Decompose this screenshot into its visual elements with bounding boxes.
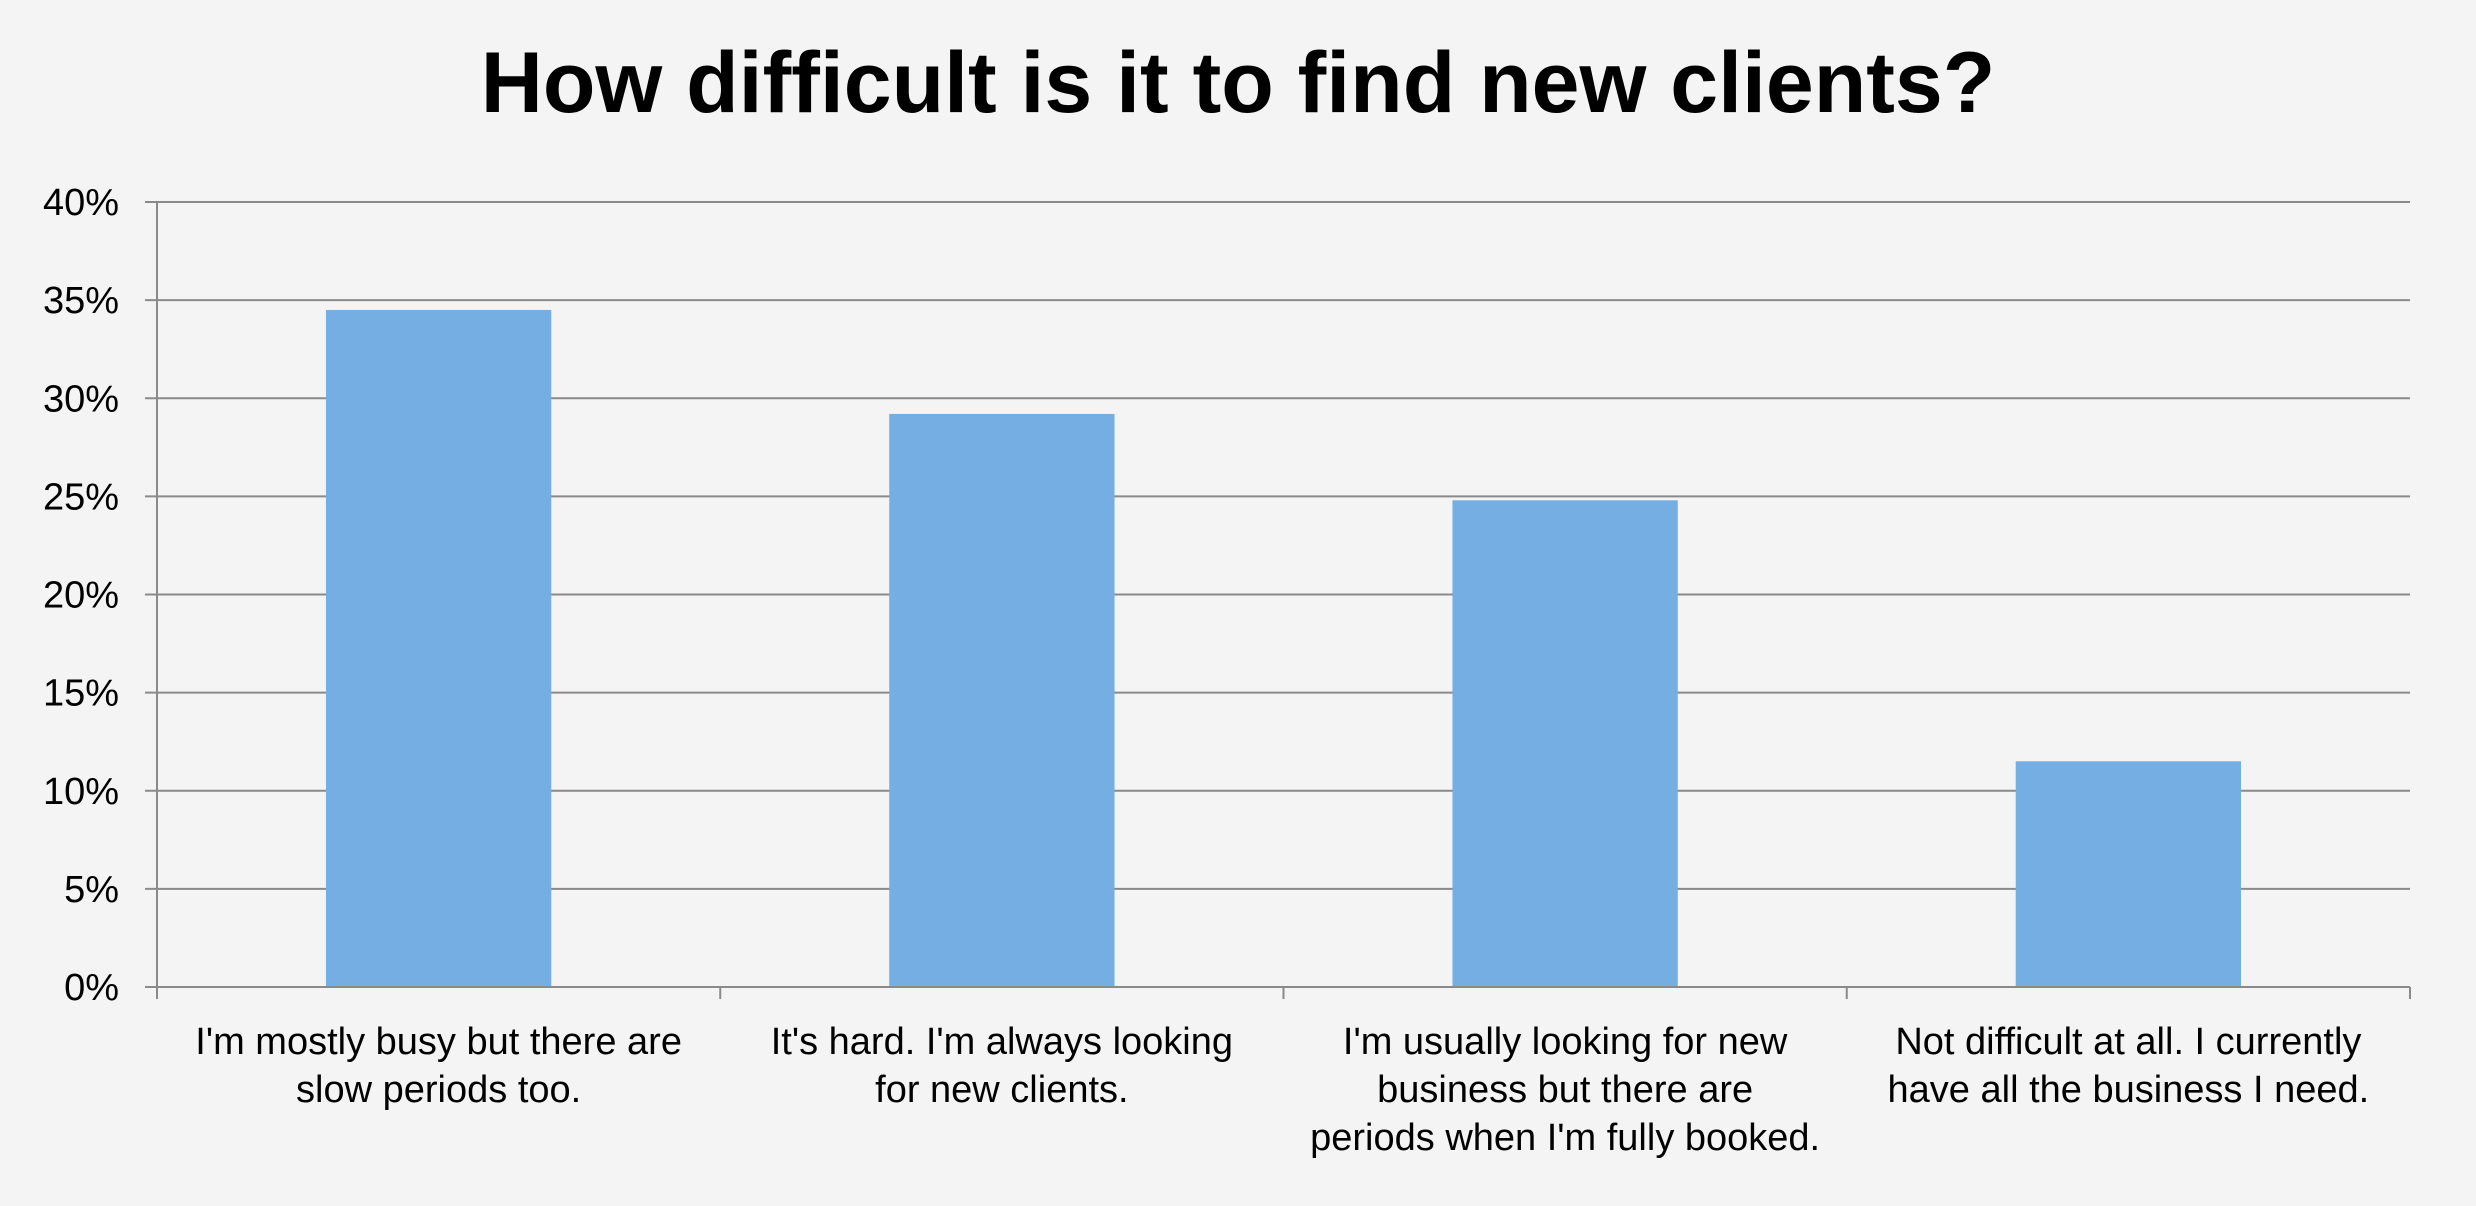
x-tick-label: I'm mostly busy but there are slow period… bbox=[195, 1021, 682, 1111]
axes bbox=[145, 201, 2411, 999]
bars bbox=[325, 309, 2242, 987]
x-tick-label-line: periods when I'm fully booked. bbox=[1310, 1117, 1820, 1159]
bar bbox=[2015, 761, 2242, 987]
y-tick-label: 30% bbox=[43, 378, 119, 420]
x-tick-label: I'm usually looking for new business but … bbox=[1310, 1021, 1820, 1159]
x-tick-label-line: I'm usually looking for new bbox=[1343, 1021, 1788, 1063]
y-tick-label: 0% bbox=[64, 967, 119, 1009]
y-tick-label: 5% bbox=[64, 869, 119, 911]
x-tick-label-line: business but there are bbox=[1377, 1069, 1753, 1111]
x-tick-label-line: have all the business I need. bbox=[1888, 1069, 2370, 1111]
bar bbox=[325, 309, 552, 987]
bar bbox=[1452, 500, 1678, 987]
y-tick-label: 20% bbox=[43, 575, 119, 617]
y-tick-label: 40% bbox=[43, 182, 119, 224]
y-tick-label: 10% bbox=[43, 771, 119, 813]
x-tick-labels: I'm mostly busy but there are slow period… bbox=[195, 1021, 2369, 1159]
x-tick-label-line: I'm mostly busy but there are bbox=[195, 1021, 682, 1063]
y-tick-labels: 0% 5% 10% 15% 20% 25% 30% 35% 40% bbox=[43, 182, 119, 1009]
chart-title: How difficult is it to find new clients? bbox=[480, 35, 1996, 131]
bar bbox=[889, 413, 1115, 987]
x-tick-label-line: for new clients. bbox=[875, 1069, 1128, 1111]
y-tick-label: 35% bbox=[43, 280, 119, 322]
y-tick-label: 25% bbox=[43, 476, 119, 518]
x-tick-label-line: slow periods too. bbox=[296, 1069, 581, 1111]
x-tick-label-line: Not difficult at all. I currently bbox=[1895, 1021, 2361, 1063]
x-tick-label-line: It's hard. I'm always looking bbox=[771, 1021, 1233, 1063]
x-tick-label: It's hard. I'm always looking for new cli… bbox=[771, 1021, 1233, 1111]
x-tick-label: Not difficult at all. I currently have al… bbox=[1888, 1021, 2370, 1111]
y-tick-label: 15% bbox=[43, 673, 119, 715]
